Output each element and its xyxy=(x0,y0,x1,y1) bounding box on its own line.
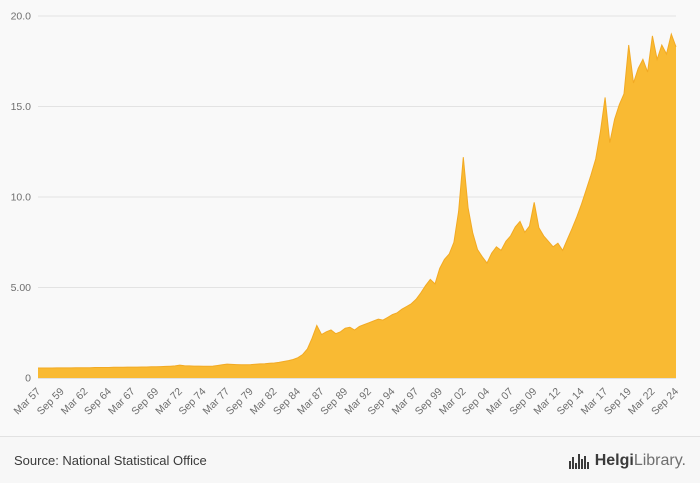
chart-footer: Source: National Statistical Office Helg… xyxy=(0,436,700,483)
source-caption: Source: National Statistical Office xyxy=(14,452,207,468)
y-tick-label: 5.00 xyxy=(11,282,32,294)
logo-text-library: Library. xyxy=(633,451,686,469)
area-series xyxy=(38,34,676,378)
x-tick-label: Sep 24 xyxy=(649,386,681,418)
y-tick-label: 10.0 xyxy=(11,192,32,204)
y-tick-label: 20.0 xyxy=(11,11,32,23)
helgilibrary-logo: HelgiLibrary. xyxy=(568,451,686,469)
logo-text: HelgiLibrary. xyxy=(594,451,686,469)
logo-text-helgi: Helgi xyxy=(594,451,634,469)
area-series-outline xyxy=(38,32,677,369)
y-tick-label: 0 xyxy=(25,373,31,385)
y-tick-label: 15.0 xyxy=(11,101,32,113)
bar-chart-logo-icon xyxy=(568,453,589,469)
area-chart: 0 5.00 10.0 15.0 20.0 Mar 57 Sep 59 Mar 62 Sep 6… xyxy=(11,11,682,418)
